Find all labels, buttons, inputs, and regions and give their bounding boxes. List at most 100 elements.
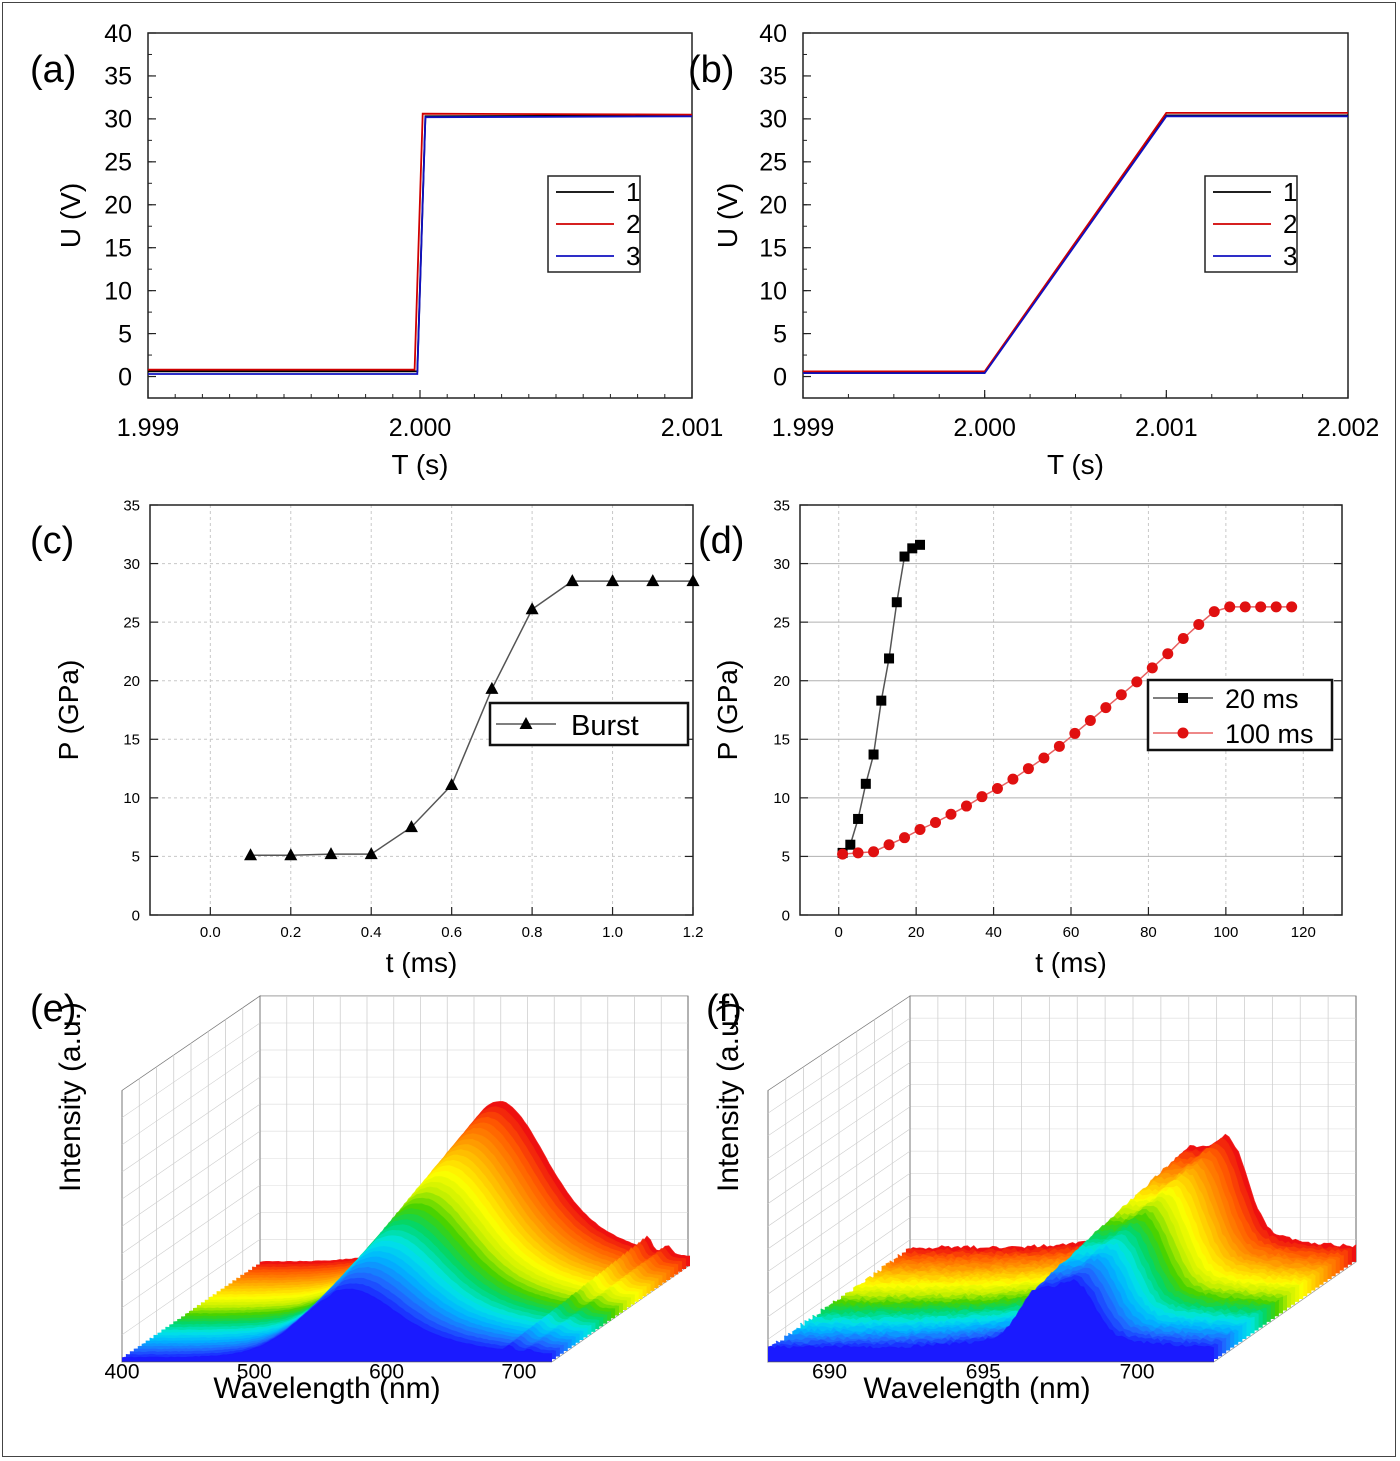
y-tick-label: 20 xyxy=(759,192,787,220)
data-point xyxy=(686,574,700,587)
side-grid xyxy=(121,1022,261,1118)
panel-label: (a) xyxy=(30,49,76,91)
y-tick-label: 0 xyxy=(773,363,787,391)
data-point xyxy=(1255,601,1267,613)
data-point xyxy=(1224,601,1236,613)
x-tick-label: 400 xyxy=(104,1360,139,1383)
y-tick-label: 35 xyxy=(773,497,790,514)
side-grid xyxy=(767,1173,911,1272)
x-tick-label: 60 xyxy=(1063,924,1080,941)
spectrum-line xyxy=(145,1256,577,1342)
x-tick-label: 0.2 xyxy=(280,924,301,941)
side-grid xyxy=(121,1239,261,1335)
x-axis-title: T (s) xyxy=(391,449,448,480)
data-point xyxy=(1038,752,1050,764)
y-tick-label: 20 xyxy=(773,673,790,690)
y-tick-label: 25 xyxy=(773,614,790,631)
y-tick-label: 35 xyxy=(759,63,787,91)
x-tick-label: 2.001 xyxy=(1135,414,1198,442)
y-tick-label: 30 xyxy=(759,106,787,134)
y-axis-title: P (GPa) xyxy=(712,660,743,761)
x-axis-title: T (s) xyxy=(1047,449,1104,480)
x-tick-label: 20 xyxy=(908,924,925,941)
y-tick-label: 0 xyxy=(132,907,140,924)
y-axis-title: U (V) xyxy=(712,183,743,248)
side-grid xyxy=(121,1103,261,1200)
y-axis-title: Intensity (a.u.) xyxy=(54,1002,87,1192)
y-tick-label: 40 xyxy=(759,20,787,48)
spectrum-line xyxy=(775,1272,1223,1345)
x-tick-label: 2.000 xyxy=(953,414,1016,442)
data-point xyxy=(1178,693,1188,703)
spectrum-line xyxy=(153,1245,584,1337)
legend-label: 100 ms xyxy=(1225,719,1314,749)
x-tick-label: 2.000 xyxy=(389,414,452,442)
floor-edge xyxy=(1213,1261,1357,1363)
y-tick-label: 15 xyxy=(759,234,787,262)
y-tick-label: 30 xyxy=(104,106,132,134)
spectrum-line xyxy=(192,1192,624,1310)
data-point xyxy=(945,808,957,820)
x-tick-label: 1.2 xyxy=(683,924,704,941)
y-tick-label: 10 xyxy=(759,277,787,305)
x-tick-label: 0.6 xyxy=(441,924,462,941)
x-axis-title: t (ms) xyxy=(1035,947,1107,978)
x-tick-label: 0 xyxy=(835,924,843,941)
spectrum-line xyxy=(767,1279,1215,1350)
data-point xyxy=(284,848,298,861)
y-tick-label: 35 xyxy=(123,497,140,514)
spectrum-line xyxy=(204,1176,635,1301)
x-tick-label: 0.0 xyxy=(200,924,221,941)
legend: 123 xyxy=(1204,175,1298,273)
spectrum-line xyxy=(212,1165,643,1296)
side-grid xyxy=(121,1049,261,1145)
data-point xyxy=(868,749,879,760)
x-tick-label: 1.999 xyxy=(117,414,180,442)
data-point xyxy=(485,681,499,694)
legend-label: 3 xyxy=(626,241,640,271)
data-point xyxy=(914,823,926,835)
y-tick-label: 25 xyxy=(104,149,132,177)
x-tick-label: 700 xyxy=(501,1360,536,1383)
panel-label: (d) xyxy=(698,520,744,562)
data-point xyxy=(565,574,579,587)
series-line-burst xyxy=(250,580,693,857)
y-tick-label: 5 xyxy=(118,320,132,348)
side-grid xyxy=(767,1195,911,1295)
spectrum-line xyxy=(184,1203,616,1315)
side-grid xyxy=(767,1084,911,1182)
side-grid xyxy=(767,1106,911,1204)
data-point xyxy=(852,847,864,859)
x-tick-label: 100 xyxy=(1213,924,1238,941)
spectrum-line xyxy=(133,1272,565,1351)
data-point xyxy=(1115,689,1127,701)
panel-f: 690 695 700 Wavelength (nm) Intensity (a.u.)… xyxy=(706,988,1357,1405)
y-tick-label: 10 xyxy=(773,790,790,807)
y-tick-label: 25 xyxy=(123,614,140,631)
y-tick-label: 20 xyxy=(104,192,132,220)
x-tick-label: 1.999 xyxy=(772,414,835,442)
side-grid xyxy=(767,1062,911,1159)
side-grid xyxy=(121,1076,261,1173)
data-point xyxy=(891,597,902,608)
panel-label: (b) xyxy=(688,49,734,91)
data-point xyxy=(1193,618,1205,630)
spectrum-line xyxy=(216,1159,647,1293)
side-grid xyxy=(767,1239,911,1340)
spectrum-line xyxy=(125,1283,557,1356)
y-tick-label: 20 xyxy=(123,673,140,690)
x-tick-label: 600 xyxy=(369,1360,404,1383)
x-tick-label: 1.0 xyxy=(602,924,623,941)
side-grid xyxy=(767,1128,911,1227)
data-point xyxy=(445,777,459,790)
spectrum-line xyxy=(149,1250,580,1340)
panel-a: 1.999 2.000 2.001 0 5 10 15 20 25 30 35 40 T (s) U (V… xyxy=(30,20,723,480)
spectrum-layer xyxy=(768,1279,1214,1362)
legend: 20 ms 100 ms xyxy=(1146,678,1334,752)
y-tick-label: 0 xyxy=(118,363,132,391)
data-point xyxy=(907,543,918,554)
x-tick-label: 700 xyxy=(1120,1360,1155,1383)
y-tick-label: 30 xyxy=(773,556,790,573)
data-point xyxy=(1084,715,1096,727)
series-line-3 xyxy=(148,115,693,375)
